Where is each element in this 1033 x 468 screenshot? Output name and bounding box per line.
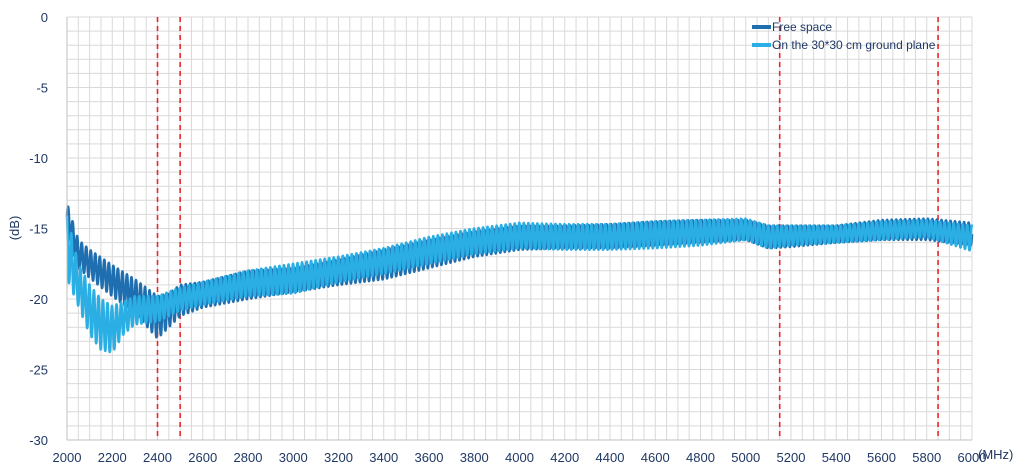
x-tick-label: 2600	[188, 450, 217, 465]
y-tick-label: -25	[29, 363, 48, 378]
x-tick-label: 4200	[550, 450, 579, 465]
x-tick-label: 2800	[234, 450, 263, 465]
legend: Free space On the 30*30 cm ground plane	[752, 20, 936, 52]
x-tick-labels: 2000 2200 2400 2600 2800 3000 3200 3400 3600 3800…	[53, 450, 987, 465]
y-axis-label: (dB)	[7, 216, 22, 241]
x-tick-label: 6000	[958, 450, 987, 465]
x-tick-label: 3000	[279, 450, 308, 465]
x-tick-label: 5600	[867, 450, 896, 465]
x-tick-label: 4400	[596, 450, 625, 465]
y-tick-label: -10	[29, 151, 48, 166]
x-tick-label: 4800	[686, 450, 715, 465]
chart-axes	[66, 17, 972, 441]
y-tick-label: -15	[29, 222, 48, 237]
y-tick-label: -30	[29, 433, 48, 448]
x-tick-label: 5200	[777, 450, 806, 465]
y-tick-label: 0	[41, 10, 48, 25]
x-tick-label: 5000	[731, 450, 760, 465]
x-tick-label: 3800	[460, 450, 489, 465]
x-tick-label: 3600	[415, 450, 444, 465]
y-tick-label: -5	[36, 81, 48, 96]
x-axis-label: (MHz)	[978, 447, 1013, 462]
x-tick-label: 5400	[822, 450, 851, 465]
y-tick-label: -20	[29, 292, 48, 307]
x-tick-label: 4600	[641, 450, 670, 465]
series-line-1	[65, 215, 974, 354]
x-tick-label: 2000	[53, 450, 82, 465]
x-tick-label: 3400	[369, 450, 398, 465]
x-tick-label: 3200	[324, 450, 353, 465]
y-tick-labels: 0 -5 -10 -15 -20 -25 -30	[29, 10, 48, 448]
x-tick-label: 5800	[912, 450, 941, 465]
x-tick-label: 4000	[505, 450, 534, 465]
legend-label-ground-plane: On the 30*30 cm ground plane	[772, 38, 936, 52]
x-tick-label: 2200	[98, 450, 127, 465]
legend-label-free-space: Free space	[772, 20, 832, 34]
x-tick-label: 2400	[143, 450, 172, 465]
series-lines	[65, 205, 974, 354]
